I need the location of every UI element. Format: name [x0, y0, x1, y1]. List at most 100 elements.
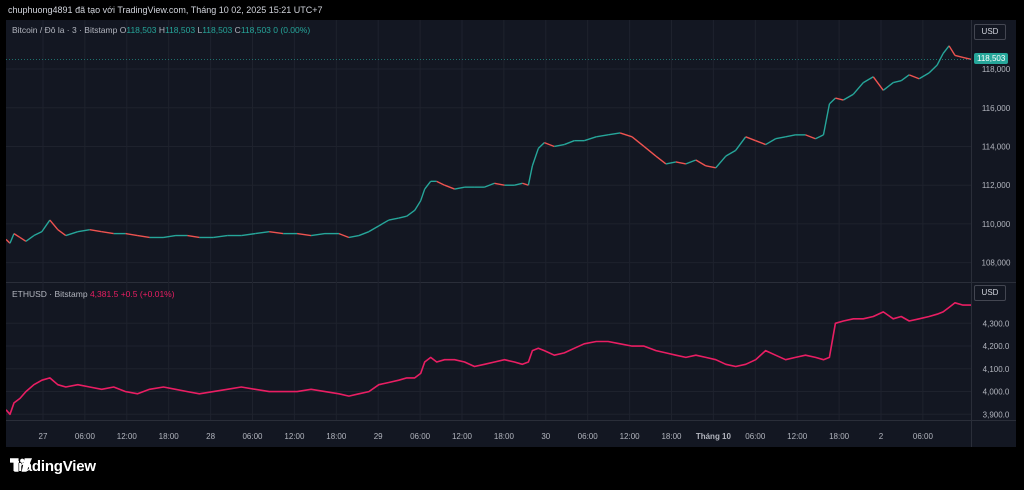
btc-price-segment: [213, 234, 228, 239]
btc-price-segment: [19, 236, 27, 242]
x-tick-label: 30: [541, 432, 550, 441]
x-tick-label: 06:00: [242, 432, 263, 441]
btc-price-segment: [805, 134, 816, 140]
btc-price-segment: [137, 234, 150, 239]
btc-price-segment: [89, 229, 102, 233]
btc-price-segment: [954, 54, 964, 59]
btc-currency-button[interactable]: USD: [974, 24, 1006, 40]
y-tick-label: 112,000: [982, 181, 1011, 190]
btc-price-segment: [49, 219, 59, 231]
btc-price-segment: [872, 76, 884, 91]
btc-price-segment: [241, 232, 256, 237]
btc-price-segment: [554, 143, 565, 148]
btc-price-segment: [368, 225, 380, 233]
btc-price-segment: [338, 232, 350, 239]
btc-price-segment: [715, 155, 727, 169]
btc-close-label: C: [234, 25, 241, 35]
tradingview-logo-icon: [10, 458, 32, 472]
btc-price-segment: [755, 140, 766, 146]
btc-price-segment: [936, 53, 944, 66]
y-tick-label: 110,000: [982, 220, 1011, 229]
chart-canvas[interactable]: 27 06:00 12:00 18:00 28 06:00 12:00 18:00 29 06:0…: [6, 20, 1016, 447]
btc-price-segment: [527, 165, 534, 186]
y-tick-label: 118,000: [982, 65, 1011, 74]
btc-price-segment: [25, 234, 35, 242]
btc-price-segment: [296, 232, 312, 237]
eth-symbol: ETHUSD · Bitstamp: [12, 289, 88, 299]
btc-price-segment: [269, 230, 284, 235]
btc-price-segment: [735, 136, 747, 151]
btc-high-value: 118,503: [164, 25, 196, 35]
btc-price-segment: [583, 136, 597, 142]
y-tick-label: 3,900.0: [983, 410, 1010, 419]
btc-price-segment: [348, 234, 360, 239]
btc-price-segment: [255, 230, 270, 235]
btc-price-segment: [41, 219, 51, 233]
x-tick-label: 06:00: [75, 432, 96, 441]
btc-price-segment: [33, 231, 43, 237]
y-tick-label: 4,200.0: [983, 342, 1010, 351]
btc-price-segment: [436, 180, 445, 186]
btc-price-segment: [882, 82, 894, 91]
chart-area[interactable]: 27 06:00 12:00 18:00 28 06:00 12:00 18:00 29 06:0…: [6, 20, 1016, 447]
btc-low-value: 118,503: [202, 25, 233, 35]
x-tick-label: 06:00: [913, 432, 934, 441]
btc-price-segment: [785, 134, 796, 138]
x-tick-label: 18:00: [661, 432, 682, 441]
y-tick-label: 108,000: [982, 259, 1011, 268]
y-tick-label: 4,000.0: [983, 388, 1010, 397]
y-tick-label: 116,000: [982, 104, 1011, 113]
btc-price-segment: [862, 76, 874, 84]
x-tick-label: 18:00: [159, 432, 180, 441]
x-tick-label: Tháng 10: [696, 432, 732, 441]
btc-price-segment: [101, 230, 114, 235]
btc-price-segment: [406, 209, 416, 217]
btc-price-segment: [187, 234, 200, 239]
x-tick-label: 18:00: [326, 432, 347, 441]
eth-legend[interactable]: ETHUSD · Bitstamp 4,381.5 +0.5 (+0.01%): [12, 289, 175, 299]
x-tick-label: 27: [39, 432, 48, 441]
btc-price-segment: [655, 155, 667, 165]
btc-price-segment: [13, 233, 21, 239]
x-tick-label: 06:00: [578, 432, 599, 441]
btc-price-segment: [163, 234, 176, 239]
btc-price-segment: [9, 233, 15, 244]
btc-price-segment: [398, 215, 407, 219]
footer-branding: TradingView: [10, 458, 96, 475]
y-tick-label: 4,300.0: [983, 319, 1010, 328]
btc-price-segment: [420, 188, 426, 201]
btc-close-value: 118,503: [240, 25, 271, 35]
x-tick-label: 12:00: [284, 432, 305, 441]
btc-price-segment: [77, 229, 90, 233]
btc-price-segment: [765, 138, 776, 146]
x-tick-label: 12:00: [787, 432, 808, 441]
x-tick-label: 06:00: [745, 432, 766, 441]
btc-price-segment: [822, 103, 831, 135]
btc-legend[interactable]: Bitcoin / Đô la · 3 · Bitstamp O118,503 …: [12, 25, 310, 35]
x-tick-label: 2: [879, 432, 884, 441]
eth-change: +0.5 (+0.01%): [120, 289, 175, 299]
btc-last-price-tag: 118,503: [974, 53, 1009, 65]
btc-price-segment: [962, 56, 972, 61]
btc-price-segment: [57, 229, 67, 237]
btc-price-segment: [6, 238, 11, 244]
eth-currency-button[interactable]: USD: [974, 285, 1006, 301]
btc-price-segment: [893, 79, 902, 84]
btc-price-segment: [900, 74, 910, 82]
btc-price-segment: [631, 136, 645, 148]
btc-price-segment: [665, 161, 677, 165]
x-tick-label: 18:00: [829, 432, 850, 441]
btc-price-segment: [745, 136, 756, 142]
btc-price-segment: [454, 186, 465, 190]
btc-price-segment: [608, 132, 621, 136]
btc-price-segment: [494, 182, 505, 186]
btc-price-segment: [514, 182, 523, 186]
x-tick-label: 12:00: [117, 432, 138, 441]
btc-price-segment: [843, 93, 854, 101]
btc-price-segment: [675, 161, 687, 165]
btc-price-segment: [619, 132, 633, 138]
btc-price-segment: [564, 140, 575, 146]
eth-price-line: [6, 302, 971, 416]
btc-change: 0 (0.00%): [273, 25, 311, 35]
btc-price-segment: [775, 136, 786, 140]
